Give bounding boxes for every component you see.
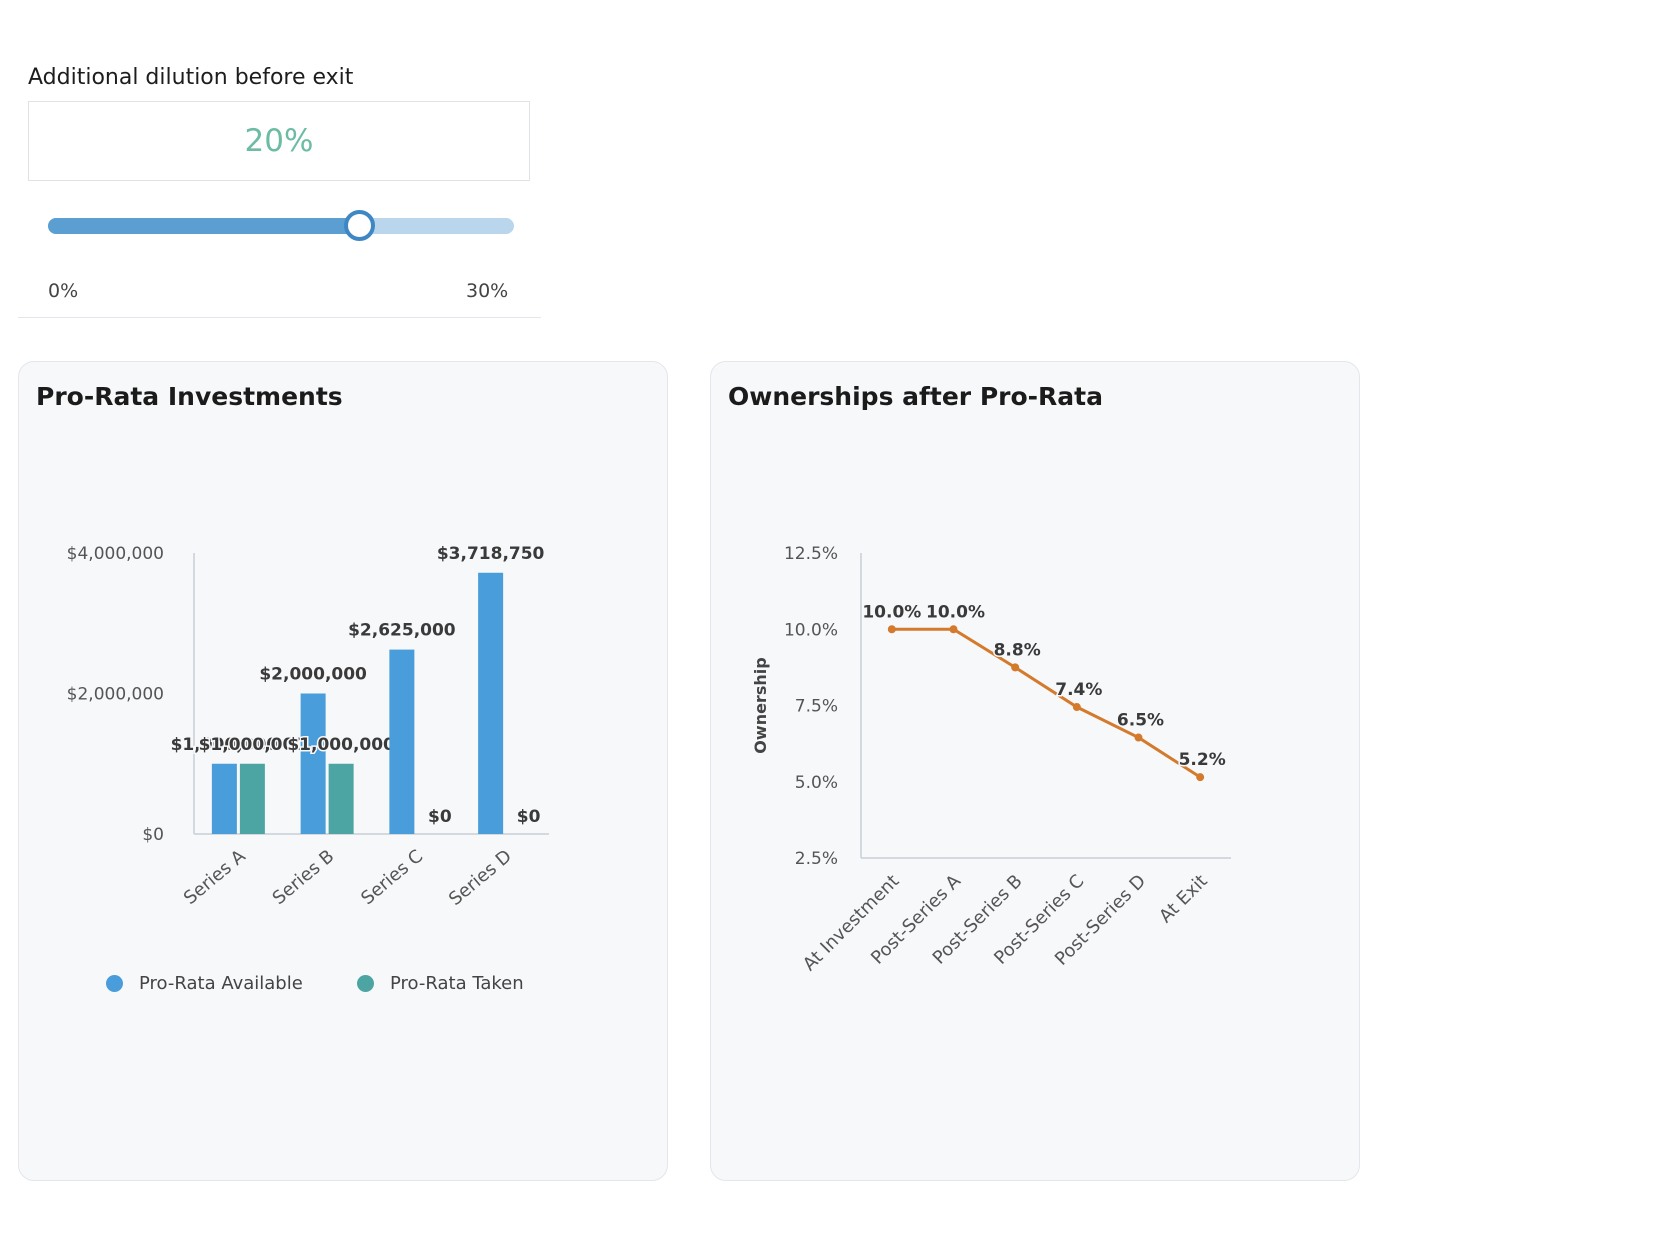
data-label: $0 bbox=[428, 807, 452, 827]
prorata-bar-chart: $0$2,000,000$4,000,000$1,000,000$1,000,0… bbox=[67, 542, 549, 910]
data-point bbox=[1196, 773, 1205, 782]
y-tick-label: $4,000,000 bbox=[67, 544, 164, 564]
data-label: $2,625,000 bbox=[348, 621, 456, 641]
data-point bbox=[1134, 733, 1143, 742]
data-label: 7.4% bbox=[1055, 680, 1102, 700]
card-title: Pro-Rata Investments bbox=[36, 382, 343, 411]
y-tick-label: 7.5% bbox=[795, 697, 838, 717]
legend-item-available[interactable]: Pro-Rata Available bbox=[106, 973, 303, 994]
data-label: 8.8% bbox=[994, 640, 1041, 660]
bar bbox=[478, 572, 504, 834]
data-label: $1,000,000 bbox=[199, 735, 307, 755]
data-label: $1,000,000 bbox=[287, 735, 395, 755]
slider-fill bbox=[48, 218, 359, 234]
x-tick-label: Series B bbox=[269, 846, 339, 909]
data-point bbox=[1011, 663, 1020, 672]
slider-max-label: 30% bbox=[466, 280, 509, 302]
y-tick-label: $0 bbox=[142, 825, 164, 845]
y-axis-title: Ownership bbox=[751, 657, 770, 753]
data-point bbox=[1072, 703, 1081, 712]
card-title: Ownerships after Pro-Rata bbox=[728, 382, 1103, 411]
bar bbox=[328, 763, 354, 834]
data-label: $2,000,000 bbox=[259, 665, 367, 685]
dilution-slider[interactable] bbox=[48, 206, 514, 246]
data-label: $0 bbox=[517, 807, 541, 827]
bar bbox=[300, 693, 326, 834]
dilution-value-box[interactable]: 20% bbox=[28, 101, 530, 181]
data-label: $3,718,750 bbox=[437, 544, 545, 564]
data-label: 6.5% bbox=[1117, 711, 1164, 731]
data-point bbox=[949, 625, 958, 634]
x-tick-label: Series C bbox=[357, 846, 427, 909]
y-tick-label: 10.0% bbox=[784, 620, 838, 640]
data-point bbox=[887, 625, 896, 634]
slider-thumb[interactable] bbox=[343, 210, 375, 241]
x-tick-label: Series D bbox=[445, 846, 516, 910]
legend-label-taken: Pro-Rata Taken bbox=[390, 973, 524, 994]
data-label: 10.0% bbox=[926, 602, 985, 622]
slider-min-label: 0% bbox=[48, 280, 79, 302]
data-label: 5.2% bbox=[1179, 750, 1226, 770]
bar bbox=[211, 763, 237, 834]
dilution-panel: Additional dilution before exit 20% 0% 3… bbox=[18, 60, 541, 318]
bar bbox=[239, 763, 265, 834]
prorata-investments-card: Pro-Rata Investments $0 $2,000,000 $4,000,… bbox=[18, 361, 668, 1181]
legend-item-taken[interactable]: Pro-Rata Taken bbox=[357, 973, 524, 994]
legend-label-available: Pro-Rata Available bbox=[139, 973, 303, 994]
bar bbox=[389, 649, 415, 834]
data-label: $1,000,000 bbox=[171, 735, 279, 755]
dilution-label: Additional dilution before exit bbox=[28, 65, 354, 90]
data-label: 10.0% bbox=[862, 602, 921, 622]
ownership-card: Ownerships after Pro-Rata 2.5% 5.0% 7.5% 10… bbox=[710, 361, 1360, 1181]
ownership-line bbox=[891, 627, 1201, 779]
y-tick-label: 12.5% bbox=[784, 544, 838, 564]
y-tick-label: $2,000,000 bbox=[67, 685, 164, 705]
y-tick-label: 2.5% bbox=[795, 849, 838, 869]
legend-dot-available bbox=[106, 975, 123, 992]
legend-dot-taken bbox=[357, 975, 374, 992]
x-tick-label: Series A bbox=[180, 845, 250, 909]
dilution-value: 20% bbox=[244, 123, 314, 159]
y-tick-label: 5.0% bbox=[795, 773, 838, 793]
x-tick-label: At Exit bbox=[1155, 871, 1211, 927]
